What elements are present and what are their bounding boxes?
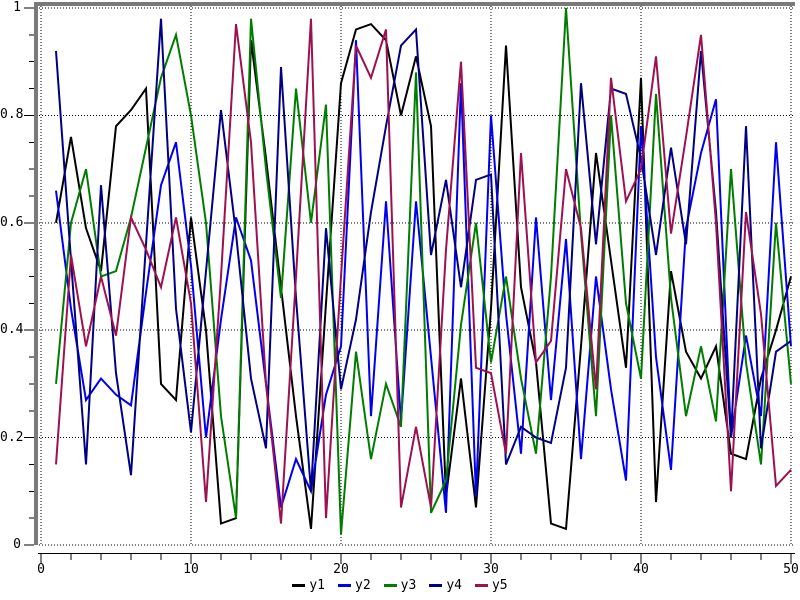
- legend-item-y3: y3: [383, 577, 417, 593]
- legend-label: y1: [309, 577, 326, 593]
- y-tick-label: 0.2: [0, 429, 24, 445]
- legend-swatch-y4-icon: [429, 584, 443, 587]
- series-line-y4: [55, 18, 792, 492]
- legend-swatch-y1-icon: [292, 584, 306, 587]
- frame-left: [34, 2, 38, 545]
- y-tick-label: 0.4: [0, 322, 24, 338]
- x-tick-label: 0: [37, 562, 45, 577]
- legend-label: y3: [400, 577, 417, 593]
- legend: y1 y2 y3 y4 y5: [0, 577, 800, 594]
- frame-top: [34, 2, 795, 6]
- legend-swatch-y5-icon: [474, 584, 488, 587]
- x-tick-label: 40: [633, 562, 649, 577]
- y-tick-label: 1: [13, 0, 21, 15]
- y-tick-label: 0: [13, 537, 21, 552]
- legend-swatch-y2-icon: [338, 584, 352, 587]
- legend-item-y5: y5: [474, 577, 508, 593]
- x-tick-label: 10: [183, 562, 199, 577]
- legend-label: y4: [446, 577, 462, 593]
- x-tick-label: 50: [783, 562, 799, 577]
- x-tick-label: 30: [483, 562, 499, 577]
- legend-label: y2: [355, 577, 371, 593]
- legend-item-y1: y1: [292, 577, 326, 593]
- series-line-y3: [55, 7, 792, 535]
- x-tick-label: 20: [333, 562, 349, 577]
- y-tick-label: 0.6: [0, 214, 24, 230]
- legend-item-y4: y4: [429, 577, 462, 593]
- legend-item-y2: y2: [338, 577, 371, 593]
- y-tick-label: 0.8: [0, 107, 24, 123]
- series-line-y1: [55, 22, 792, 531]
- series-line-y5: [55, 18, 792, 524]
- legend-label: y5: [491, 577, 508, 593]
- legend-swatch-y3-icon: [383, 584, 397, 587]
